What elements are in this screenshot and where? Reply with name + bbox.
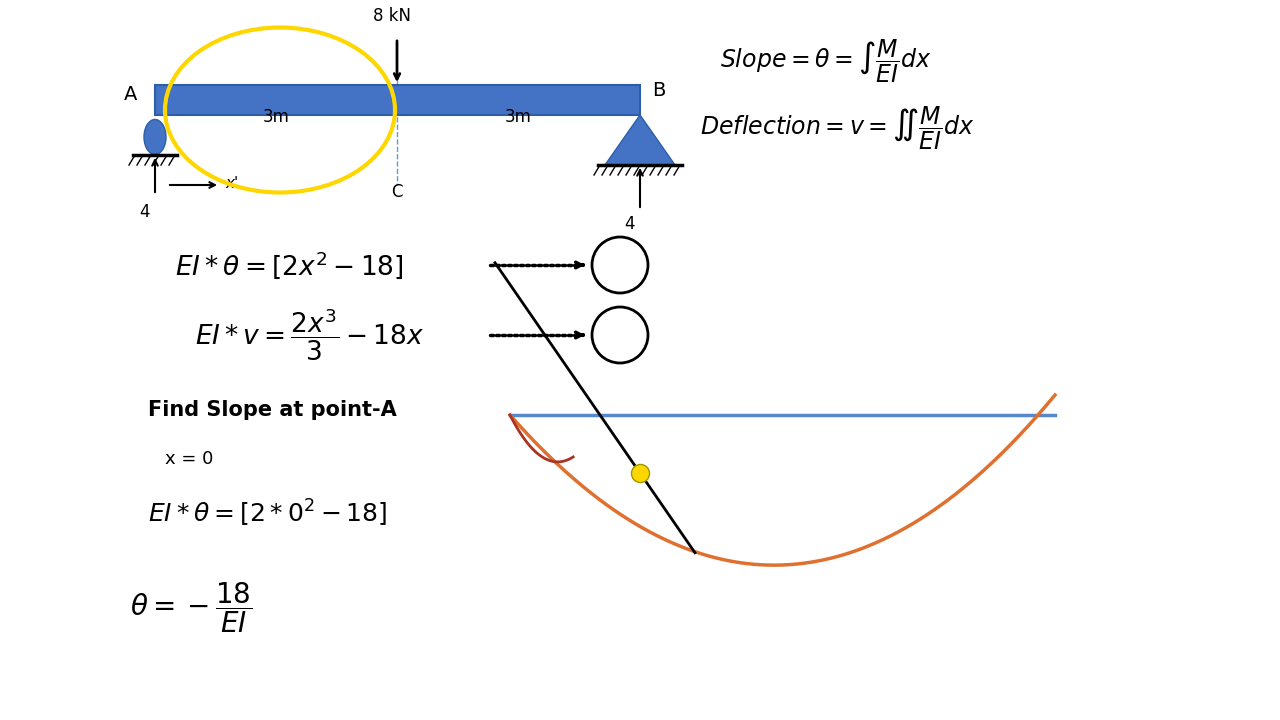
Text: x = 0: x = 0: [165, 450, 214, 468]
Text: C: C: [392, 183, 403, 201]
Text: 4: 4: [140, 203, 150, 221]
Text: $Slope = \theta = \int\dfrac{M}{EI}dx$: $Slope = \theta = \int\dfrac{M}{EI}dx$: [719, 38, 932, 86]
Text: $EI * v = \dfrac{2x^3}{3} - 18x$: $EI * v = \dfrac{2x^3}{3} - 18x$: [195, 307, 424, 364]
Polygon shape: [605, 115, 675, 165]
Text: $EI * \theta = \left[2x^2 - 18\right]$: $EI * \theta = \left[2x^2 - 18\right]$: [175, 249, 403, 281]
Ellipse shape: [143, 120, 166, 155]
Text: Find Slope at point-A: Find Slope at point-A: [148, 400, 397, 420]
Circle shape: [591, 237, 648, 293]
Circle shape: [591, 307, 648, 363]
Text: x': x': [225, 176, 238, 191]
Text: B: B: [652, 81, 666, 99]
Text: 3m: 3m: [262, 108, 289, 126]
Text: A: A: [124, 86, 137, 104]
Text: 4: 4: [625, 215, 635, 233]
Text: $EI * \theta = \left[2 * 0^2 - 18\right]$: $EI * \theta = \left[2 * 0^2 - 18\right]…: [148, 498, 388, 529]
Text: 3m: 3m: [506, 108, 532, 126]
Text: 8 kN: 8 kN: [372, 7, 411, 25]
Text: 2: 2: [612, 323, 628, 347]
Text: 1: 1: [612, 253, 628, 277]
Text: $Deflection = v = \iint\dfrac{M}{EI}dx$: $Deflection = v = \iint\dfrac{M}{EI}dx$: [700, 105, 975, 153]
Text: $\theta = -\dfrac{18}{EI}$: $\theta = -\dfrac{18}{EI}$: [131, 580, 252, 635]
FancyBboxPatch shape: [155, 85, 640, 115]
